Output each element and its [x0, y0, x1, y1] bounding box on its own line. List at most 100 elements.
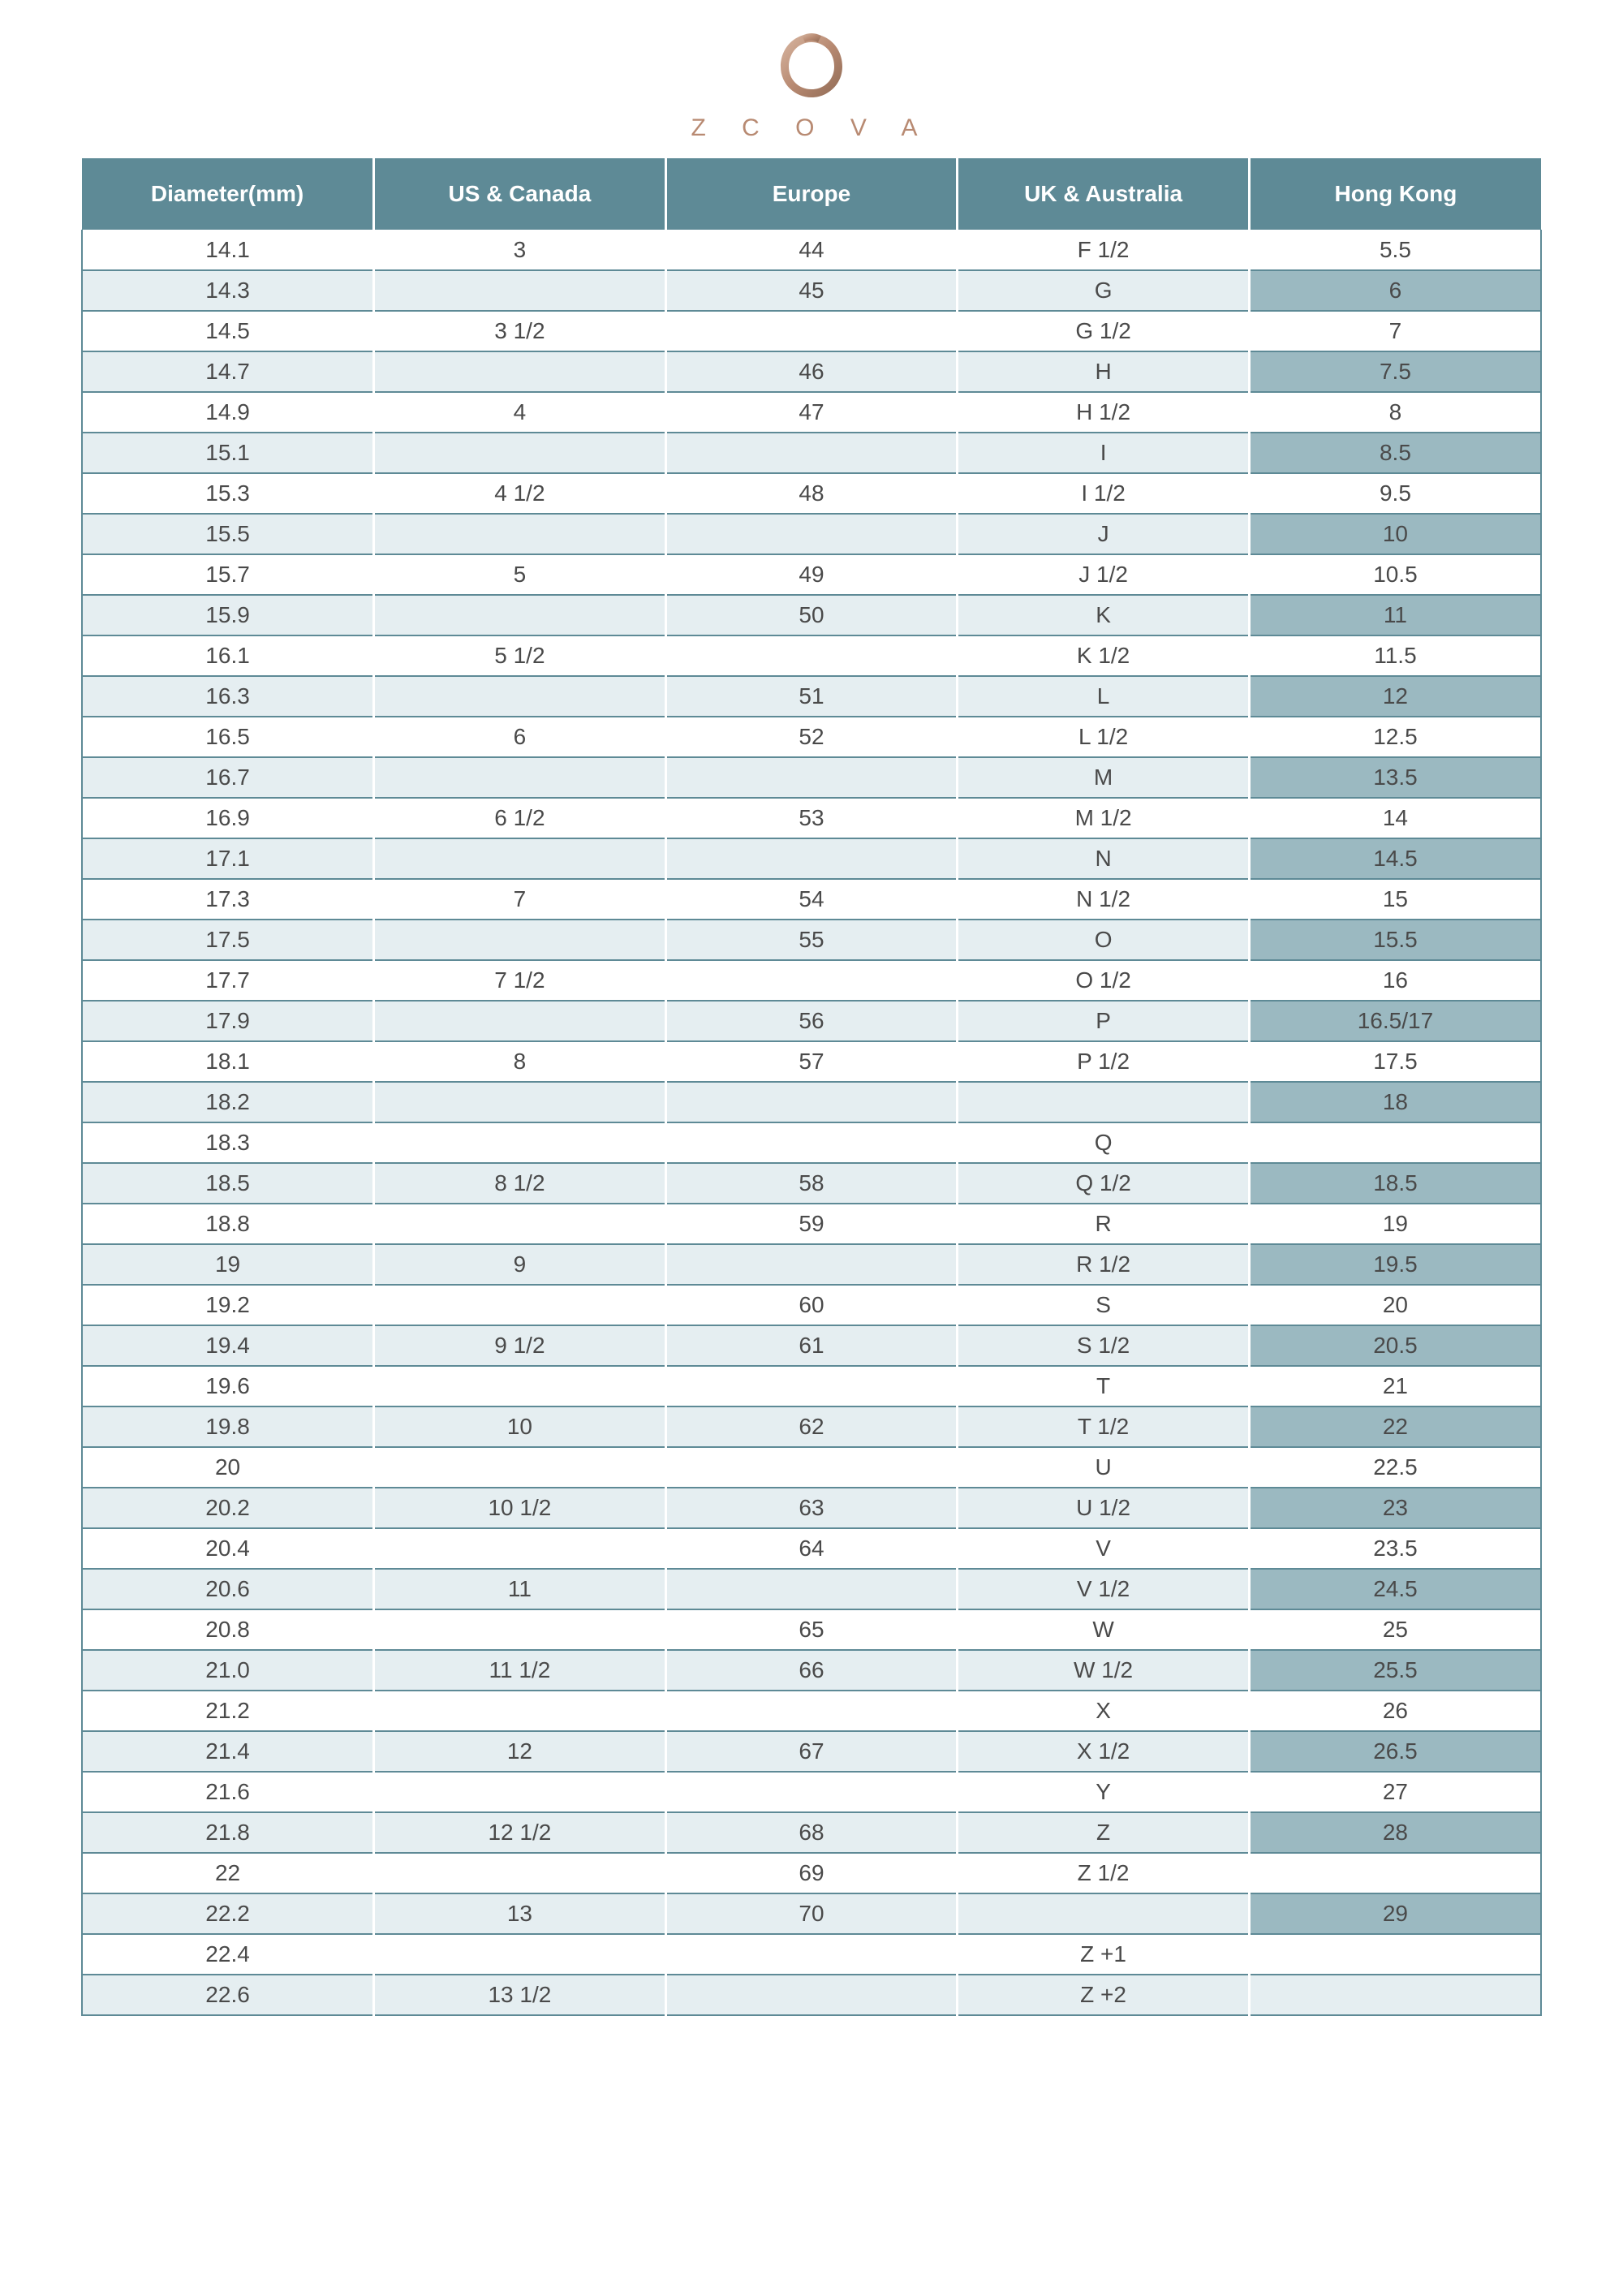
table-cell	[665, 1691, 958, 1731]
table-cell: R	[958, 1204, 1250, 1244]
table-cell: 23	[1249, 1488, 1541, 1528]
table-cell: V	[958, 1528, 1250, 1569]
table-cell: 14.5	[1249, 838, 1541, 879]
table-cell: I 1/2	[958, 473, 1250, 514]
table-cell: 18.3	[82, 1122, 374, 1163]
table-cell: 8	[374, 1041, 666, 1082]
table-cell: 12	[374, 1731, 666, 1772]
table-cell: W 1/2	[958, 1650, 1250, 1691]
table-cell: 9.5	[1249, 473, 1541, 514]
table-cell: 16.5	[82, 717, 374, 757]
table-cell: 49	[665, 554, 958, 595]
table-cell: 17.5	[82, 920, 374, 960]
table-cell	[665, 1934, 958, 1975]
table-cell	[958, 1082, 1250, 1122]
table-cell: 21.2	[82, 1691, 374, 1731]
table-row: 17.555O15.5	[82, 920, 1541, 960]
table-cell: L 1/2	[958, 717, 1250, 757]
table-cell: 19.2	[82, 1285, 374, 1325]
table-row: 19.6T21	[82, 1366, 1541, 1406]
table-row: 21.011 1/266W 1/225.5	[82, 1650, 1541, 1691]
table-row: 20.210 1/263U 1/223	[82, 1488, 1541, 1528]
table-cell: 21.4	[82, 1731, 374, 1772]
table-cell	[665, 311, 958, 351]
table-cell	[374, 838, 666, 879]
table-cell: 50	[665, 595, 958, 635]
table-cell: 16.9	[82, 798, 374, 838]
table-cell: 22	[82, 1853, 374, 1893]
table-cell: 65	[665, 1609, 958, 1650]
table-cell: 44	[665, 230, 958, 270]
table-row: 21.41267X 1/226.5	[82, 1731, 1541, 1772]
table-cell	[665, 1082, 958, 1122]
table-row: 17.77 1/2O 1/216	[82, 960, 1541, 1001]
table-cell: 16.7	[82, 757, 374, 798]
table-row: 17.3754N 1/215	[82, 879, 1541, 920]
table-cell: 69	[665, 1853, 958, 1893]
table-cell: O	[958, 920, 1250, 960]
table-cell: 21	[1249, 1366, 1541, 1406]
column-header: Hong Kong	[1249, 158, 1541, 230]
table-cell: 61	[665, 1325, 958, 1366]
table-cell: 13 1/2	[374, 1975, 666, 2015]
table-cell: 8	[1249, 392, 1541, 433]
table-cell: 24.5	[1249, 1569, 1541, 1609]
table-cell	[665, 757, 958, 798]
table-cell	[1249, 1975, 1541, 2015]
table-cell: 53	[665, 798, 958, 838]
table-cell: Z 1/2	[958, 1853, 1250, 1893]
table-cell: Z +1	[958, 1934, 1250, 1975]
table-cell: 7	[1249, 311, 1541, 351]
table-cell: 13.5	[1249, 757, 1541, 798]
table-cell: 45	[665, 270, 958, 311]
table-cell: 19.4	[82, 1325, 374, 1366]
table-cell: 7	[374, 879, 666, 920]
table-body: 14.1344F 1/25.514.345G614.53 1/2G 1/2714…	[82, 230, 1541, 2015]
table-cell: 20.8	[82, 1609, 374, 1650]
table-cell	[374, 1285, 666, 1325]
table-cell: 5	[374, 554, 666, 595]
table-cell: M 1/2	[958, 798, 1250, 838]
table-cell: 14	[1249, 798, 1541, 838]
table-row: 16.15 1/2K 1/211.5	[82, 635, 1541, 676]
table-cell: S 1/2	[958, 1325, 1250, 1366]
table-cell: 12 1/2	[374, 1812, 666, 1853]
table-row: 18.859R19	[82, 1204, 1541, 1244]
table-row: 14.9447H 1/28	[82, 392, 1541, 433]
table-cell: 12	[1249, 676, 1541, 717]
table-cell: 18	[1249, 1082, 1541, 1122]
table-row: 15.5J10	[82, 514, 1541, 554]
table-cell	[374, 1366, 666, 1406]
table-cell: 25.5	[1249, 1650, 1541, 1691]
table-cell: J	[958, 514, 1250, 554]
table-cell: 15.5	[82, 514, 374, 554]
table-cell: 56	[665, 1001, 958, 1041]
table-cell	[374, 1934, 666, 1975]
table-cell: 13	[374, 1893, 666, 1934]
table-cell	[665, 433, 958, 473]
table-cell: 58	[665, 1163, 958, 1204]
table-cell	[374, 1447, 666, 1488]
brand-logo: Z C O V A	[81, 24, 1542, 142]
table-cell: 46	[665, 351, 958, 392]
table-cell	[1249, 1853, 1541, 1893]
table-cell: T 1/2	[958, 1406, 1250, 1447]
table-cell: 11.5	[1249, 635, 1541, 676]
table-cell: 62	[665, 1406, 958, 1447]
table-cell	[374, 1691, 666, 1731]
table-cell	[374, 433, 666, 473]
table-cell: 51	[665, 676, 958, 717]
table-cell: 4 1/2	[374, 473, 666, 514]
table-cell	[374, 1772, 666, 1812]
table-cell: N 1/2	[958, 879, 1250, 920]
table-cell: 70	[665, 1893, 958, 1934]
table-cell: 55	[665, 920, 958, 960]
table-cell	[374, 1853, 666, 1893]
table-cell	[665, 1569, 958, 1609]
table-cell: 18.5	[82, 1163, 374, 1204]
table-row: 21.2X26	[82, 1691, 1541, 1731]
table-cell: 6	[374, 717, 666, 757]
table-cell: 67	[665, 1731, 958, 1772]
table-cell: 11	[374, 1569, 666, 1609]
table-cell: 18.2	[82, 1082, 374, 1122]
